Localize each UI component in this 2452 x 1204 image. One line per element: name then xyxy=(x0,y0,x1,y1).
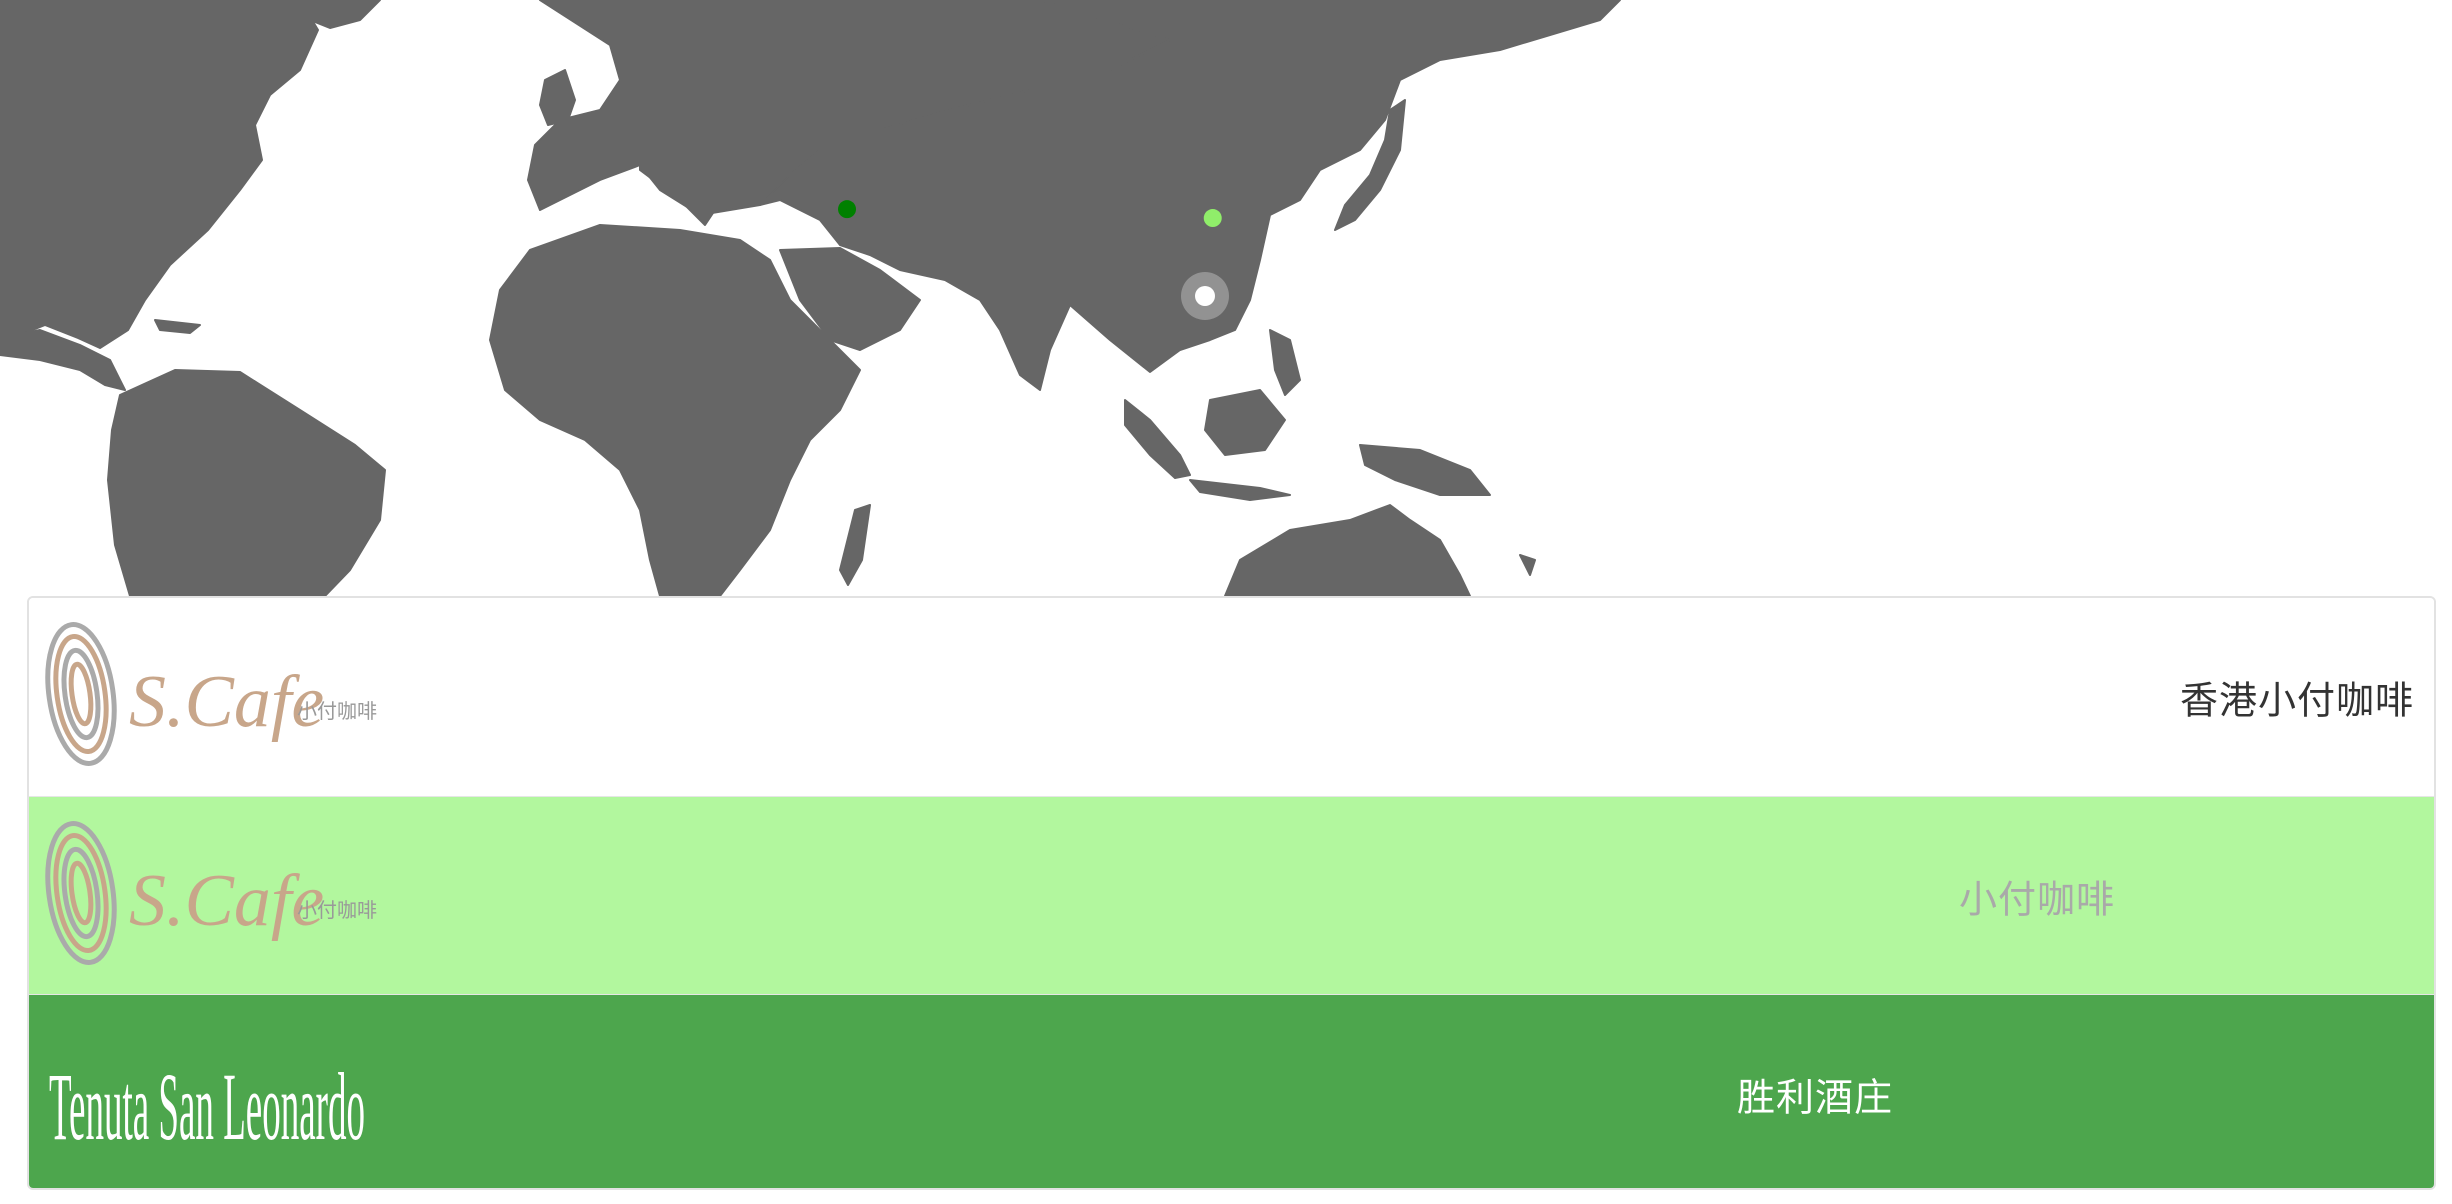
row-label: 小付咖啡 xyxy=(1959,877,2116,921)
land-africa xyxy=(489,224,861,596)
land-uk xyxy=(539,69,576,126)
logo-sub-text: 小付咖啡 xyxy=(297,699,377,723)
marker-italy[interactable] xyxy=(838,200,857,219)
scafe-logo: S.Cafe 小付咖啡 xyxy=(45,616,385,776)
land-arabia xyxy=(779,247,921,351)
land-japan xyxy=(1334,99,1406,231)
list-item[interactable]: S.Cafe 小付咖啡 小付咖啡 xyxy=(29,796,2434,994)
land-asia xyxy=(759,0,1621,391)
land-philippines xyxy=(1269,329,1301,396)
marker-north-china[interactable] xyxy=(1203,209,1222,228)
land-italy xyxy=(639,149,716,226)
map-markers xyxy=(838,200,1229,320)
land-sumatra xyxy=(1124,399,1191,479)
land-central-america xyxy=(0,329,126,391)
land-new-guinea xyxy=(1359,444,1491,496)
land-south-america xyxy=(107,369,386,596)
tenuta-logo: Tenuta San Leonardo xyxy=(45,1021,385,1171)
row-label: 胜利酒庄 xyxy=(1737,1075,1894,1119)
scafe-logo: S.Cafe 小付咖啡 xyxy=(45,815,385,975)
land-north-america xyxy=(0,0,319,349)
logo-brand-text: S.Cafe xyxy=(129,661,324,743)
list-item[interactable]: Tenuta San Leonardo 胜利酒庄 xyxy=(29,994,2434,1188)
land-australia xyxy=(1224,504,1471,596)
land-borneo xyxy=(1204,389,1286,456)
logo-brand-text: S.Cafe xyxy=(129,860,324,942)
logo-sub-text: 小付咖啡 xyxy=(297,898,377,922)
land-new-zealand xyxy=(1519,554,1536,576)
world-map-svg[interactable] xyxy=(0,0,2452,596)
list-item[interactable]: S.Cafe 小付咖啡 香港小付咖啡 xyxy=(29,598,2434,796)
land-madagascar xyxy=(839,504,871,586)
land-java xyxy=(1189,479,1291,501)
world-map[interactable] xyxy=(0,0,2452,596)
row-label: 香港小付咖啡 xyxy=(2179,678,2414,723)
brand-list: S.Cafe 小付咖啡 香港小付咖啡 S.Cafe 小付咖啡 小付咖啡 xyxy=(27,596,2436,1190)
tenuta-logo-text: Tenuta San Leonardo xyxy=(49,1053,365,1160)
land-greenland xyxy=(289,0,381,29)
tenuta-logo-icon: Tenuta San Leonardo xyxy=(49,1053,365,1160)
fingerprint-logo-icon: S.Cafe 小付咖啡 xyxy=(45,821,377,965)
fingerprint-logo-icon: S.Cafe 小付咖啡 xyxy=(45,622,377,766)
marker-hong-kong[interactable] xyxy=(1195,286,1215,306)
land-caribbean xyxy=(154,319,201,334)
